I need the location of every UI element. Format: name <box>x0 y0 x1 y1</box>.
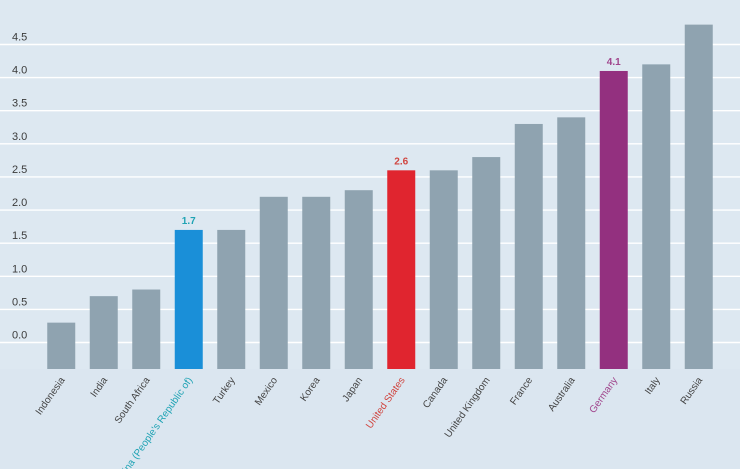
data-label: 4.1 <box>607 57 621 68</box>
bar <box>259 196 288 369</box>
y-tick-label: 2.5 <box>12 164 27 176</box>
category-axis-band <box>0 369 740 469</box>
y-tick-label: 4.5 <box>12 31 27 43</box>
bar <box>132 289 161 369</box>
bar <box>599 70 628 369</box>
bar <box>217 229 246 369</box>
y-axis: 0.0 0.5 1.0 1.5 2.0 2.5 3.0 3.5 4.0 4.5 <box>12 31 27 341</box>
bar <box>514 123 543 369</box>
y-tick-label: 3.0 <box>12 131 27 143</box>
y-tick-label: 1.5 <box>12 230 27 242</box>
y-tick-label: 4.0 <box>12 65 27 77</box>
bar <box>557 117 586 369</box>
bar <box>89 296 118 369</box>
y-tick-label: 0.0 <box>12 330 27 342</box>
bar <box>174 229 203 369</box>
bar <box>47 322 76 369</box>
data-labels: 1.7 2.6 4.1 <box>182 57 621 227</box>
bar <box>642 64 671 369</box>
bar <box>302 196 331 369</box>
bars <box>47 24 713 369</box>
bar <box>472 157 501 369</box>
bar <box>684 24 713 369</box>
bar <box>344 190 373 369</box>
data-label: 1.7 <box>182 216 196 227</box>
y-tick-label: 0.5 <box>12 296 27 308</box>
bar <box>429 170 458 369</box>
data-label: 2.6 <box>394 156 408 167</box>
y-tick-label: 2.0 <box>12 197 27 209</box>
bar <box>387 170 416 369</box>
y-tick-label: 3.5 <box>12 98 27 110</box>
y-tick-label: 1.0 <box>12 263 27 275</box>
